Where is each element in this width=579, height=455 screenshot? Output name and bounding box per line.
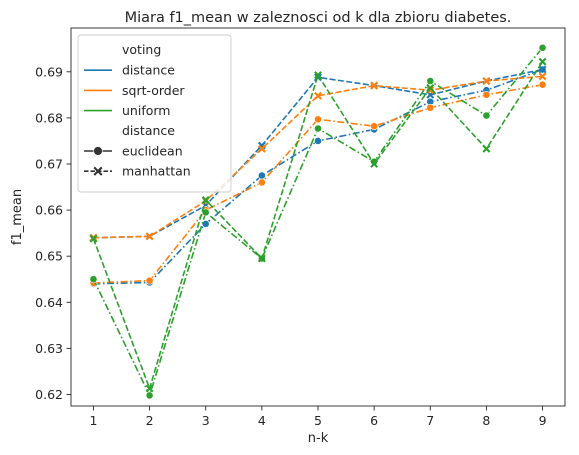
axis-ticks: 1 2 3 4 5 6 7 8 9 0.62 0.63 0.64 0.65 0.66 0.67 0.68 0.6…: [35, 64, 546, 428]
legend-box: [77, 34, 232, 193]
x-tick-label: 4: [258, 413, 266, 428]
data-point: [201, 196, 210, 204]
x-tick-label: 3: [202, 413, 210, 428]
y-tick-label: 0.64: [35, 295, 63, 310]
data-point: [257, 171, 266, 180]
y-tick-label: 0.66: [35, 203, 63, 218]
legend-label: uniform: [122, 103, 170, 118]
x-tick-label: 8: [482, 413, 490, 428]
data-point: [89, 275, 98, 284]
data-point: [257, 178, 266, 187]
data-point: [257, 144, 266, 153]
data-point: [482, 77, 491, 85]
chart-title: Miara f1_mean w zaleznosci od k dla zbio…: [125, 10, 512, 26]
series-line: [93, 75, 543, 239]
legend-title: distance: [122, 123, 175, 138]
data-point: [145, 391, 154, 400]
data-point: [314, 91, 322, 100]
x-tick-label: 9: [539, 413, 547, 428]
data-point: [314, 124, 322, 133]
data-point: [145, 276, 154, 285]
data-point: [89, 234, 98, 243]
y-axis-label: f1_mean: [10, 189, 25, 245]
data-point: [314, 115, 322, 124]
x-tick-label: 1: [89, 413, 97, 428]
legend: voting distance sqrt-order uniform distance e…: [77, 34, 232, 193]
legend-label: manhattan: [122, 164, 191, 179]
legend-title: voting: [122, 42, 161, 57]
data-point: [93, 166, 103, 176]
data-point: [538, 65, 547, 74]
data-point: [201, 208, 210, 217]
data-point: [145, 384, 154, 393]
x-tick-label: 5: [314, 413, 322, 428]
data-point: [257, 254, 266, 263]
y-tick-label: 0.63: [35, 341, 63, 356]
legend-label: distance: [122, 63, 175, 78]
y-tick-label: 0.68: [35, 110, 63, 125]
data-point: [426, 103, 435, 112]
data-point: [538, 72, 547, 81]
data-point: [370, 160, 379, 168]
y-tick-label: 0.69: [35, 64, 63, 79]
y-tick-label: 0.62: [35, 387, 63, 402]
data-point: [314, 71, 322, 79]
legend-label: sqrt-order: [122, 83, 185, 98]
x-tick-label: 6: [370, 413, 378, 428]
data-point: [426, 77, 435, 85]
data-point: [93, 146, 103, 156]
data-point: [145, 232, 154, 241]
series-layer: [89, 43, 547, 400]
y-tick-label: 0.65: [35, 249, 63, 264]
data-point: [538, 43, 547, 52]
data-point: [482, 111, 491, 120]
data-point: [482, 144, 491, 153]
data-point: [426, 86, 435, 95]
series-line: [92, 61, 544, 390]
series-uniform-manhattan: [89, 57, 547, 393]
data-point: [370, 81, 379, 90]
x-axis-label: n-k: [308, 431, 329, 446]
data-point: [538, 57, 547, 66]
series-line: [93, 83, 543, 284]
data-point: [426, 83, 435, 92]
y-tick-label: 0.67: [35, 156, 63, 171]
series-sqrt-order-manhattan: [89, 72, 547, 242]
data-point: [314, 137, 322, 145]
legend-label: euclidean: [122, 144, 183, 159]
x-tick-label: 2: [146, 413, 154, 428]
data-point: [538, 80, 547, 89]
data-point: [370, 122, 379, 131]
x-tick-label: 7: [426, 413, 434, 428]
data-point: [201, 220, 210, 228]
data-point: [482, 90, 491, 99]
